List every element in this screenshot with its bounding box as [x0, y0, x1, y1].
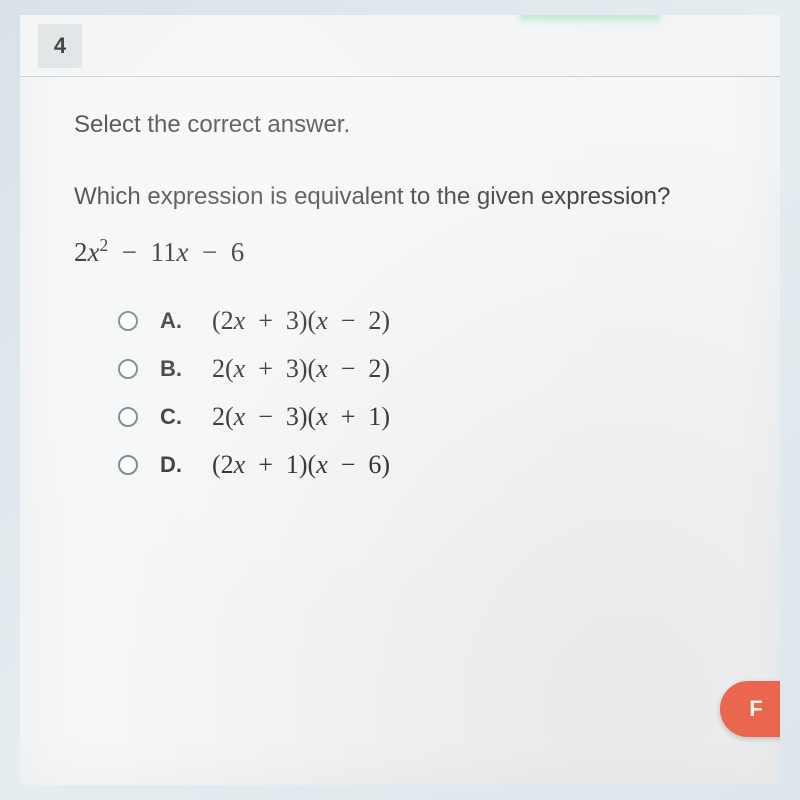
choice-expression: (2x + 3)(x − 2)	[212, 306, 390, 336]
action-fab[interactable]: F	[720, 681, 780, 737]
choice-expression: 2(x − 3)(x + 1)	[212, 402, 390, 432]
question-number-badge: 4	[38, 24, 82, 68]
radio-icon[interactable]	[118, 359, 138, 379]
choice-expression: (2x + 1)(x − 6)	[212, 450, 390, 480]
instruction-text: Select the correct answer.	[74, 111, 740, 139]
choice-letter: D.	[160, 452, 190, 478]
choice-letter: B.	[160, 356, 190, 382]
quiz-screen: 4 Select the correct answer. Which expre…	[20, 15, 780, 785]
choice-b[interactable]: B. 2(x + 3)(x − 2)	[118, 354, 740, 384]
accent-reflection	[520, 15, 660, 23]
choice-c[interactable]: C. 2(x − 3)(x + 1)	[118, 402, 740, 432]
choice-a[interactable]: A. (2x + 3)(x − 2)	[118, 306, 740, 336]
question-header: 4	[20, 15, 780, 77]
question-content: Select the correct answer. Which express…	[20, 77, 780, 480]
question-prompt: Which expression is equivalent to the gi…	[74, 183, 740, 211]
photo-background: 4 Select the correct answer. Which expre…	[0, 0, 800, 800]
answer-choices: A. (2x + 3)(x − 2) B. 2(x + 3)(x − 2) C.…	[74, 306, 740, 480]
choice-d[interactable]: D. (2x + 1)(x − 6)	[118, 450, 740, 480]
given-expression: 2x2 − 11x − 6	[74, 235, 740, 268]
radio-icon[interactable]	[118, 311, 138, 331]
radio-icon[interactable]	[118, 455, 138, 475]
choice-letter: C.	[160, 404, 190, 430]
radio-icon[interactable]	[118, 407, 138, 427]
choice-expression: 2(x + 3)(x − 2)	[212, 354, 390, 384]
choice-letter: A.	[160, 308, 190, 334]
